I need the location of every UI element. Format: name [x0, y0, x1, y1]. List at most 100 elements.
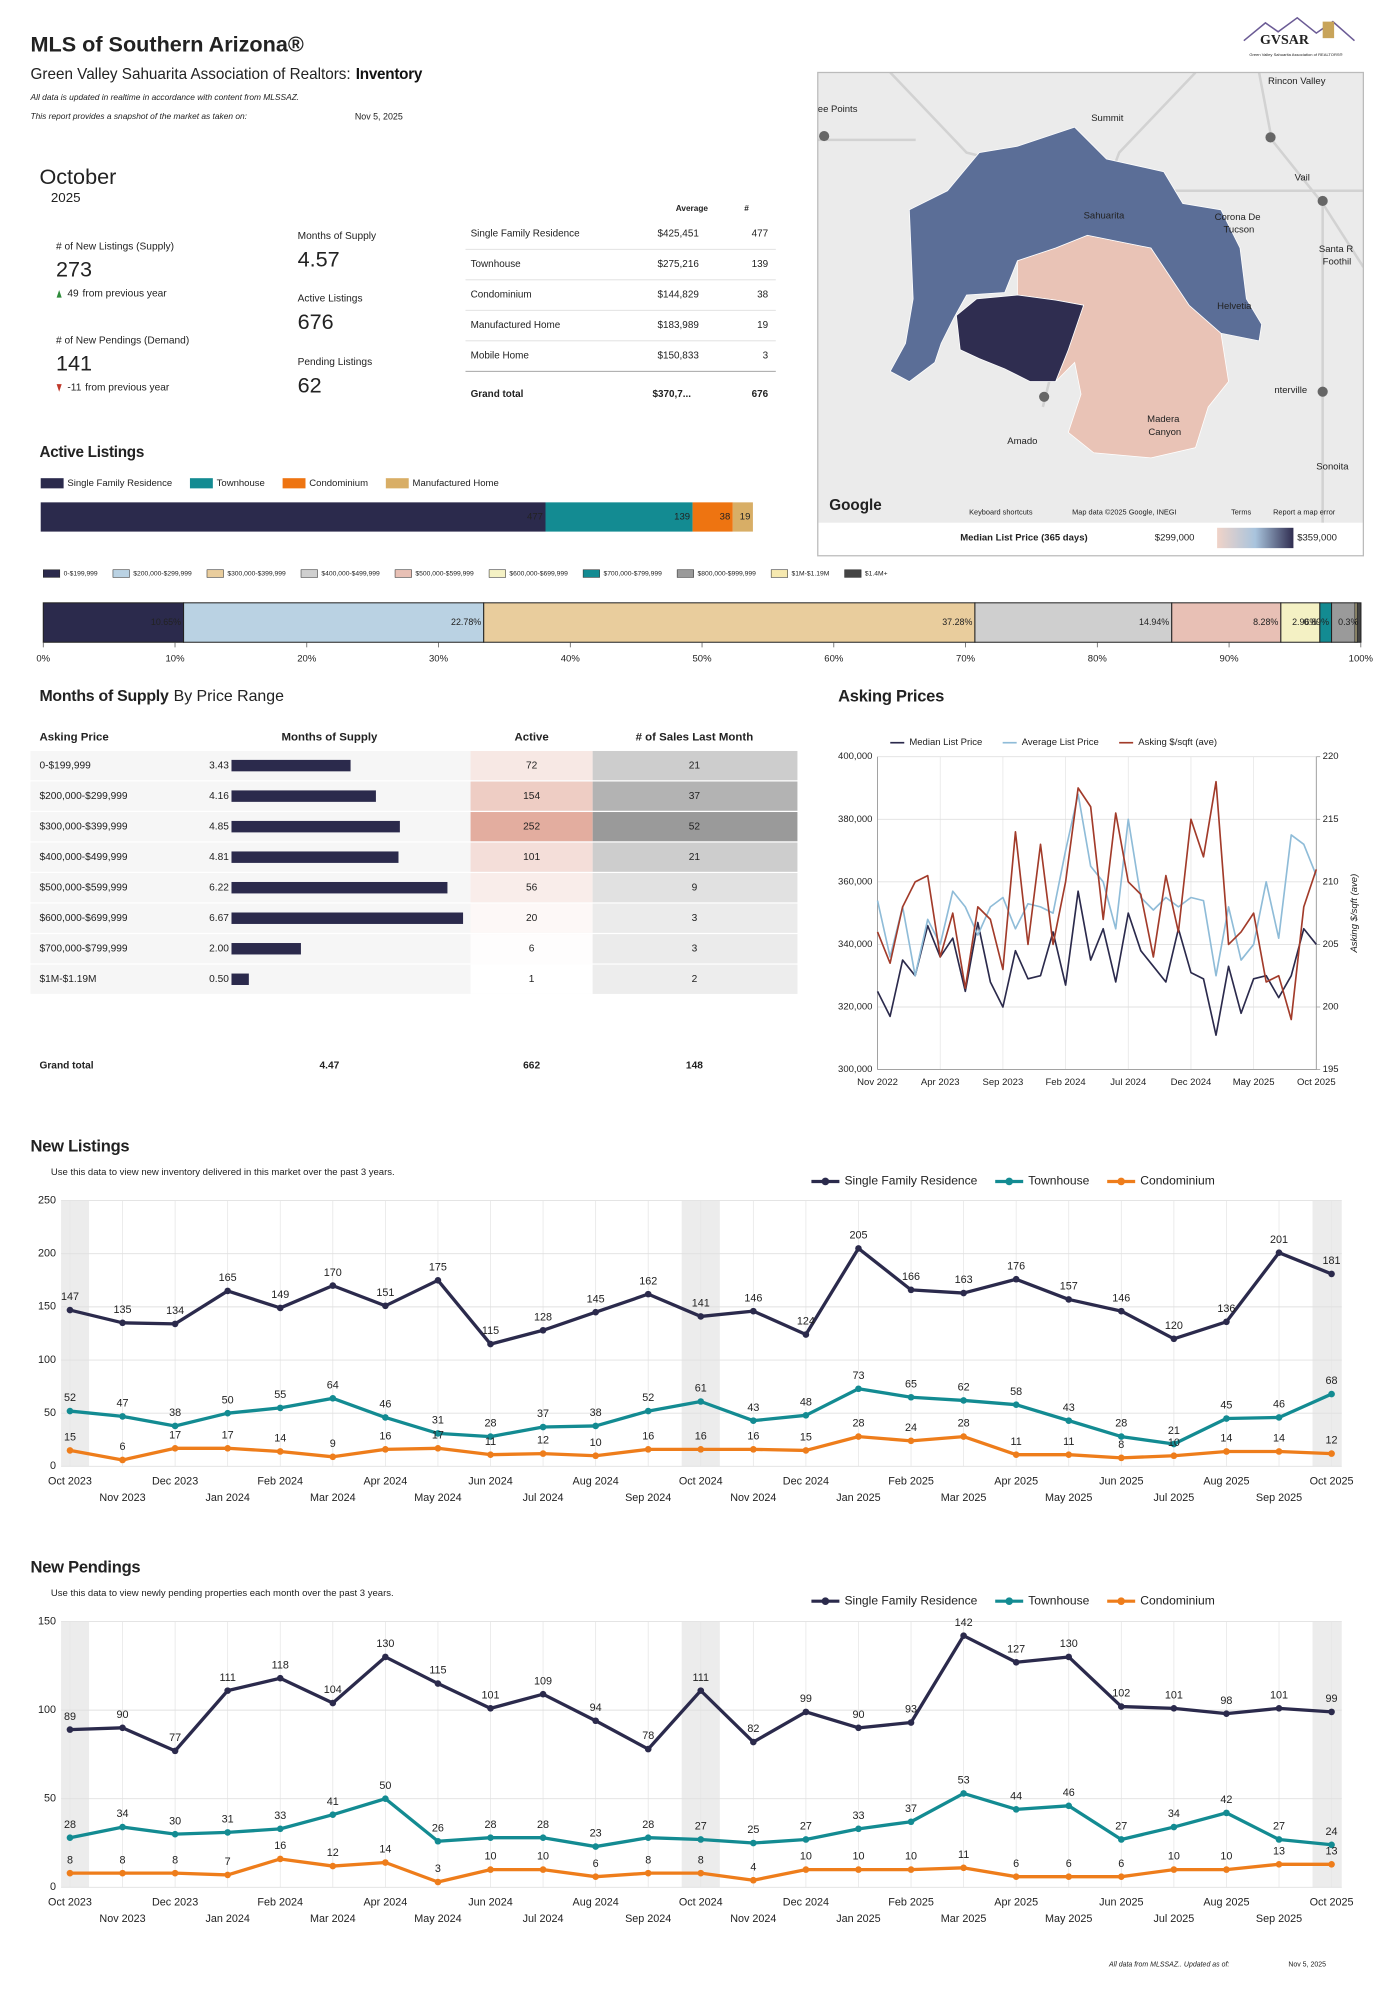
data-point [382, 1859, 389, 1866]
data-label: 17 [222, 1429, 234, 1441]
x-tick-label: 80% [1088, 653, 1108, 664]
data-point [487, 1340, 494, 1348]
bar-segment [183, 602, 485, 643]
y-tick-label: 380,000 [838, 814, 872, 825]
data-label: 98 [1220, 1695, 1232, 1707]
data-label: 90 [852, 1709, 864, 1721]
data-point [1223, 1415, 1230, 1422]
data-point [329, 1862, 337, 1870]
data-label: 14 [1273, 1433, 1285, 1445]
data-label: 28 [642, 1819, 654, 1831]
x-tick-label: Jan 2024 [205, 1913, 249, 1925]
data-label: 8 [67, 1854, 73, 1866]
legend-swatch [488, 569, 506, 578]
data-point [697, 1687, 705, 1694]
data-label: 34 [117, 1808, 129, 1820]
map-frame [817, 71, 1365, 557]
data-label: 28 [537, 1819, 549, 1831]
data-point [1275, 1249, 1283, 1256]
y-tick-label: 150 [38, 1301, 56, 1313]
data-point [1328, 1390, 1335, 1398]
x-tick-label: Jan 2025 [836, 1492, 880, 1504]
table-cell: 21 [689, 852, 701, 863]
data-point [1118, 1836, 1125, 1843]
x-tick-label: Oct 2023 [48, 1896, 92, 1908]
map-place-label: Tucson [1223, 225, 1254, 236]
data-label: 120 [1165, 1320, 1183, 1332]
data-point [907, 1437, 915, 1445]
data-label: 10 [852, 1851, 864, 1863]
data-point [1012, 1275, 1020, 1283]
y-tick-label: 150 [38, 1615, 56, 1627]
data-label: 46 [1273, 1399, 1285, 1411]
data-label: 26 [432, 1822, 444, 1834]
data-label: 139 [674, 511, 690, 522]
data-label: 52 [64, 1392, 76, 1404]
data-label: 55 [274, 1389, 286, 1401]
legend-dot [1005, 1597, 1014, 1605]
data-label: 47 [117, 1398, 129, 1410]
legend-dot [821, 1177, 830, 1186]
data-label: 15 [64, 1432, 76, 1444]
data-point [907, 1866, 915, 1873]
table-cell: Mobile Home [471, 351, 530, 362]
x-tick-label: May 2024 [414, 1913, 461, 1925]
sales-cell [592, 842, 798, 872]
data-point [487, 1433, 494, 1440]
months-label: 6.67 [209, 913, 229, 924]
road-shield [1039, 391, 1050, 402]
legend-label: $1.4M+ [865, 570, 888, 577]
y2-axis-title: Asking $/sqft (ave) [1349, 874, 1360, 954]
data-label: 115 [482, 1325, 499, 1337]
data-point [644, 1834, 652, 1842]
legend-label: 0-$199,999 [64, 570, 98, 577]
x-tick-label: Sep 2025 [1256, 1913, 1302, 1925]
sales-cell [592, 750, 798, 781]
months-label: 2.00 [209, 943, 229, 954]
data-label: 3 [435, 1863, 441, 1875]
data-label: 4 [750, 1861, 756, 1873]
months-bar [231, 790, 376, 802]
kpi-label: Pending Listings [298, 357, 373, 368]
data-label: 73 [852, 1370, 864, 1382]
data-label: 46 [379, 1399, 391, 1411]
data-label: 41 [327, 1796, 339, 1808]
data-point [1118, 1873, 1125, 1880]
table-cell: $150,833 [658, 351, 700, 362]
data-label: 28 [484, 1819, 496, 1831]
x-tick-label: 70% [956, 653, 976, 664]
map-place-label: Amado [1007, 436, 1037, 447]
y-tick-label: 200 [38, 1248, 56, 1260]
x-tick-label: Oct 2025 [1310, 1475, 1354, 1487]
data-label: 34 [1168, 1808, 1180, 1820]
table-header: Average [676, 204, 709, 213]
x-tick-label: 40% [561, 653, 581, 664]
table-cell: $400,000-$499,999 [39, 852, 127, 863]
title-suffix: By Price Range [174, 688, 284, 705]
data-label: 145 [587, 1293, 605, 1305]
y2-tick-label: 215 [1323, 814, 1339, 825]
map-place-label: Sonoita [1316, 461, 1349, 472]
data-label: 89 [64, 1711, 76, 1723]
data-point [1223, 1866, 1230, 1873]
months-label: 6.22 [209, 882, 229, 893]
data-point [171, 1444, 179, 1452]
logo-building [1322, 21, 1335, 39]
data-point [1223, 1809, 1230, 1817]
data-label: 477 [527, 511, 543, 522]
data-point [382, 1653, 389, 1661]
table-cell: 56 [526, 882, 538, 893]
data-label: 10 [484, 1851, 496, 1863]
change-arrow [56, 289, 62, 298]
period-band [61, 1621, 90, 1888]
data-label: 99 [1326, 1693, 1338, 1705]
data-label: 8.28% [1253, 617, 1278, 627]
map-attribution: Keyboard shortcuts [969, 507, 1033, 516]
subtitle-bold: Inventory [356, 66, 423, 83]
data-label: 94 [590, 1702, 602, 1714]
data-point [855, 1385, 862, 1393]
data-label: 13 [1273, 1845, 1285, 1857]
data-point [855, 1724, 862, 1732]
y2-tick-label: 205 [1323, 939, 1339, 950]
